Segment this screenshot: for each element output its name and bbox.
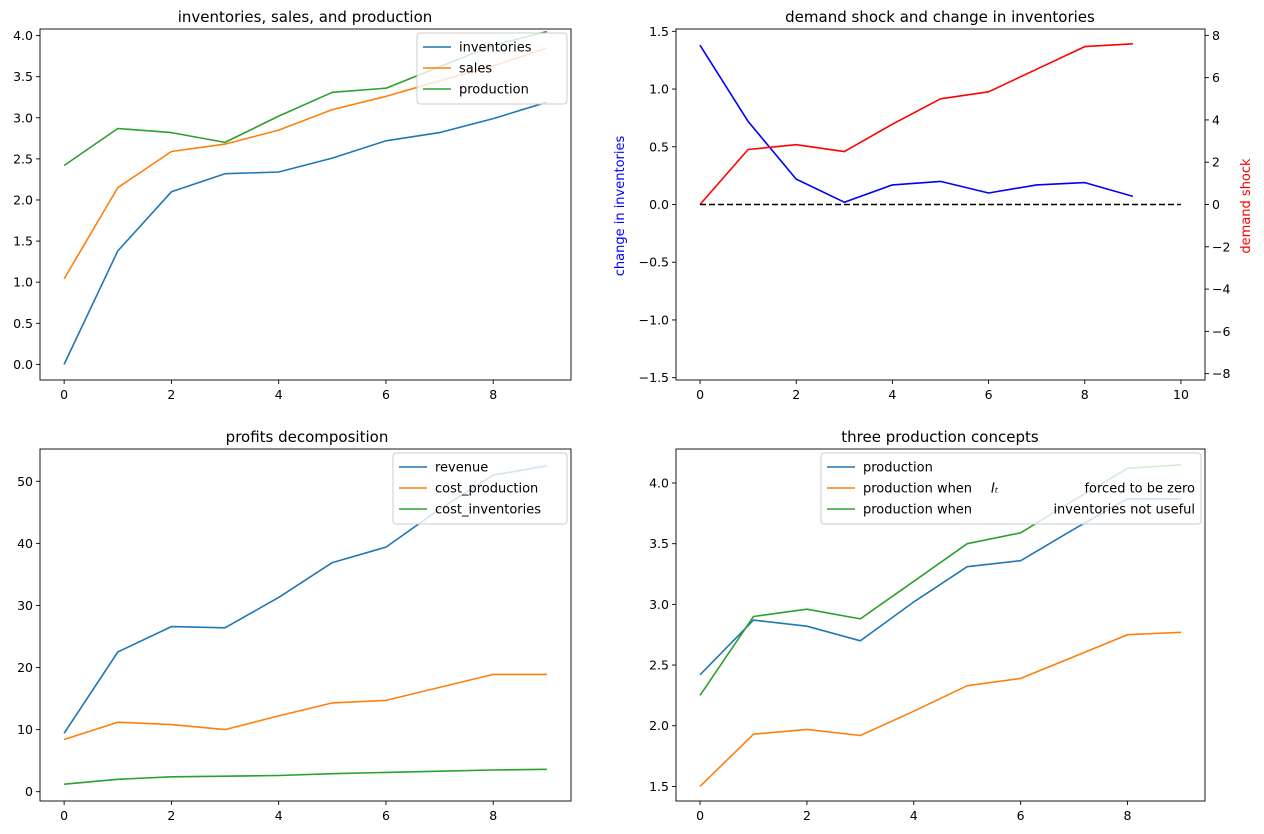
plot-frame	[39, 28, 572, 381]
y-tick-label: 0.5	[13, 316, 33, 331]
x-tick-label: 2	[792, 387, 800, 402]
series-line	[699, 44, 1134, 203]
x-tick-label: 10	[1173, 387, 1189, 402]
panel-inventories-sales-production: inventories, sales, and production 0 2 4 6 8…	[13, 8, 572, 402]
legend-label: cost_inventories	[435, 503, 541, 518]
y2-tick-label: −8	[1212, 366, 1230, 381]
y2-tick-label: −2	[1212, 239, 1230, 254]
legend-math: Iₜ	[991, 482, 999, 497]
y-tick-label: 30	[17, 598, 33, 613]
x-tick-label: 8	[1124, 808, 1132, 823]
series-line	[699, 497, 1181, 676]
chart-title: three production concepts	[841, 428, 1039, 446]
series-line	[699, 43, 1133, 206]
y-tick-label: −1.0	[639, 312, 669, 327]
y-tick-label: 3.0	[13, 110, 33, 125]
plot-frame	[675, 448, 1206, 802]
x-tick-label: 8	[1081, 387, 1089, 402]
y-tick-label: −1.5	[639, 370, 669, 385]
y-tick-label: 40	[17, 536, 33, 551]
series-line	[63, 101, 548, 365]
legend-label: sales	[459, 62, 492, 77]
legend: inventories sales production	[416, 32, 568, 105]
y-tick-label: 1.0	[13, 275, 33, 290]
x-tick-label: 6	[1017, 808, 1025, 823]
x-tick-label: 8	[489, 808, 497, 823]
legend: revenue cost_production cost_inventories	[392, 452, 568, 525]
y-tick-label: 0	[25, 784, 33, 799]
y2-tick-label: −4	[1212, 282, 1230, 297]
y-tick-label: 2.0	[649, 718, 669, 733]
chart-title: demand shock and change in inventories	[785, 8, 1095, 26]
legend-label: cost_production	[435, 482, 538, 497]
legend-suffix: forced to be zero	[1084, 482, 1195, 497]
legend-label: production when	[863, 482, 972, 497]
x-tick-label: 2	[167, 808, 175, 823]
y-tick-label: 0.5	[649, 139, 669, 154]
y-tick-label: 3.0	[649, 597, 669, 612]
y-tick-label: 3.5	[649, 536, 669, 551]
y-tick-label: 0.0	[649, 197, 669, 212]
y2-tick-label: 2	[1212, 155, 1220, 170]
x-tick-label: 0	[696, 808, 704, 823]
x-tick-label: 0	[60, 387, 68, 402]
y-axis-label-left: change in inventories	[613, 136, 628, 277]
panel-three-production-concepts: three production concepts 0 2 4 6 8 1.5 2.0 2.5…	[649, 428, 1206, 823]
x-tick-label: 4	[910, 808, 918, 823]
panel-profits-decomposition: profits decomposition 0 2 4 6 8 0 10 20 30 40 50 re…	[17, 428, 572, 823]
x-tick-label: 2	[803, 808, 811, 823]
y-tick-label: 10	[17, 722, 33, 737]
y2-tick-label: 6	[1212, 70, 1220, 85]
series-line	[63, 673, 547, 741]
y2-tick-label: 0	[1212, 197, 1220, 212]
y-tick-label: 0.0	[13, 357, 33, 372]
y-tick-label: 20	[17, 660, 33, 675]
x-tick-label: 6	[985, 387, 993, 402]
x-tick-label: 0	[60, 808, 68, 823]
x-tick-label: 2	[167, 387, 175, 402]
y-tick-label: 2.5	[649, 658, 669, 673]
y-axis-label-right: demand shock	[1239, 158, 1254, 254]
x-tick-label: 6	[382, 808, 390, 823]
legend: production production when Iₜ forced to be …	[820, 452, 1202, 525]
legend-label: inventories	[459, 41, 532, 56]
y2-tick-label: 4	[1212, 112, 1220, 127]
y-tick-label: 1.5	[13, 234, 33, 249]
plot-frame	[39, 448, 572, 802]
series-line	[64, 768, 547, 785]
panel-demand-shock: demand shock and change in inventories c…	[613, 8, 1254, 402]
y-tick-label: 1.5	[649, 779, 669, 794]
x-tick-label: 4	[275, 808, 283, 823]
x-tick-label: 4	[275, 387, 283, 402]
y-tick-label: 50	[17, 474, 33, 489]
y-tick-label: 2.0	[13, 192, 33, 207]
legend-label: revenue	[435, 461, 488, 476]
y-tick-label: 4.0	[649, 475, 669, 490]
x-tick-label: 0	[696, 387, 704, 402]
y2-tick-label: −6	[1212, 324, 1230, 339]
y-tick-label: 1.5	[649, 24, 669, 39]
chart-title: profits decomposition	[226, 428, 389, 446]
y-tick-label: 3.5	[13, 69, 33, 84]
legend-label: production	[459, 83, 529, 98]
y-tick-label: 2.5	[13, 151, 33, 166]
chart-title: inventories, sales, and production	[178, 8, 433, 26]
x-tick-label: 8	[489, 387, 497, 402]
legend-label: production	[863, 461, 933, 476]
x-tick-label: 6	[382, 387, 390, 402]
x-tick-label: 4	[888, 387, 896, 402]
legend-label: production when	[863, 503, 972, 518]
y-tick-label: 1.0	[649, 82, 669, 97]
y2-tick-label: 8	[1212, 28, 1220, 43]
y-tick-label: −0.5	[639, 255, 669, 270]
legend-suffix: inventories not useful	[1053, 503, 1195, 518]
y-tick-label: 4.0	[13, 28, 33, 43]
series-line	[699, 631, 1182, 787]
